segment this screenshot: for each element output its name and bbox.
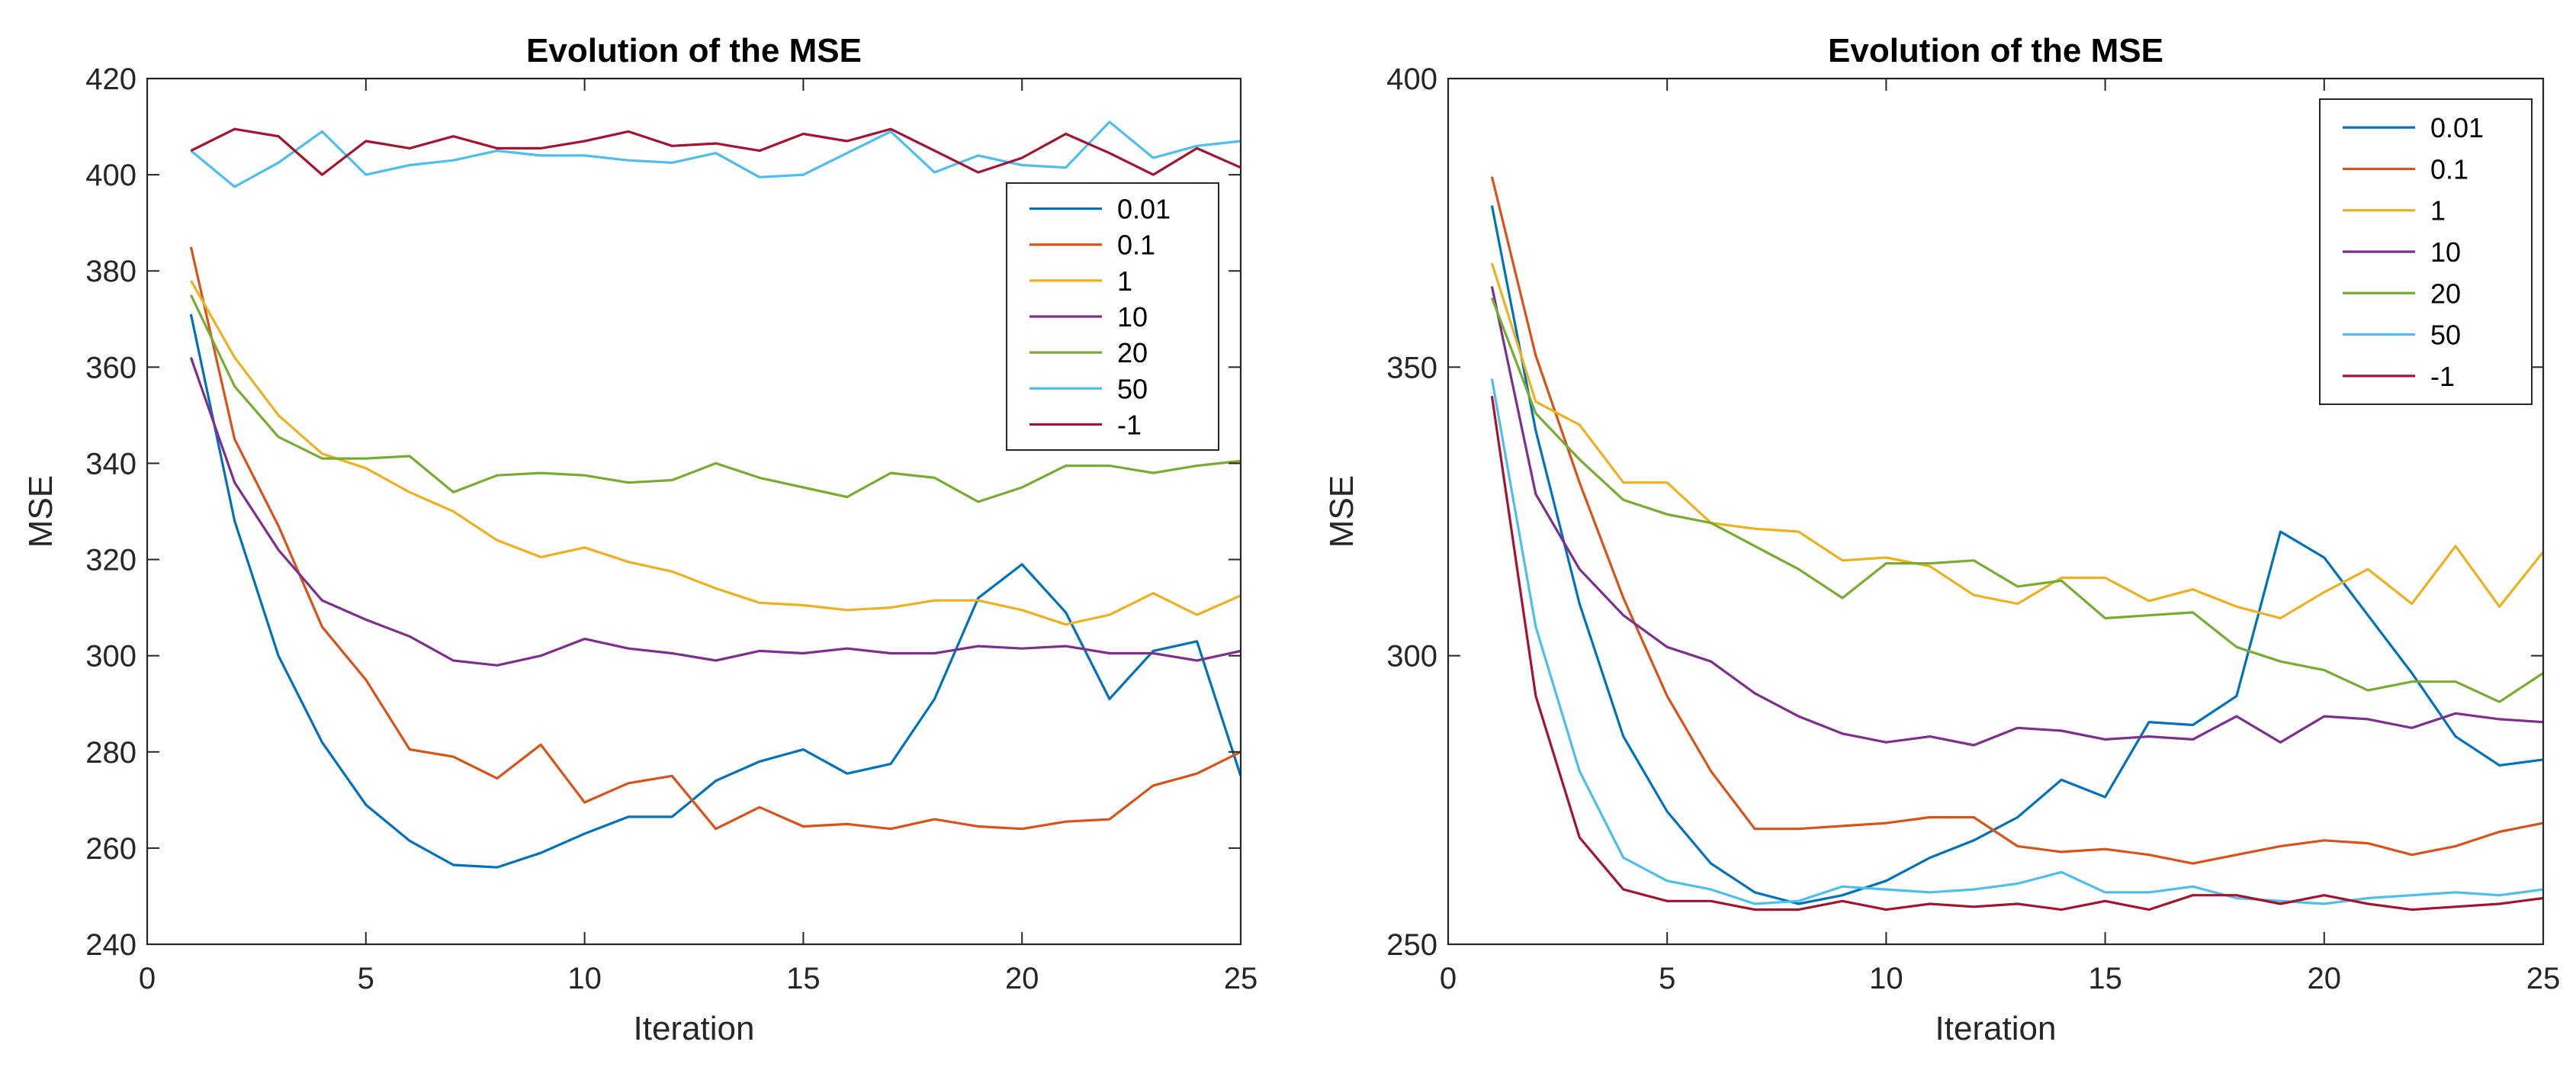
chart-left: 0 5 10 15 20 25 240 260 280 300 320 340 360 380 400 420… (22, 32, 1257, 1047)
series-line-20 (1490, 297, 2544, 703)
legend-label: 0.1 (2430, 153, 2468, 185)
y-tick-label: 400 (1386, 63, 1437, 96)
y-tick-label: 280 (85, 736, 137, 770)
x-tick-label: 10 (567, 962, 602, 995)
y-tick-label: 260 (85, 832, 137, 866)
y-tick-label: 350 (1386, 351, 1437, 384)
series-line-0.1 (1490, 176, 2544, 865)
chart-right: 0 5 10 15 20 25 250 300 350 400 Evolution of the M… (1323, 32, 2560, 1047)
y-tick-label: 400 (85, 159, 137, 192)
legend-label: 0.01 (1117, 194, 1171, 225)
x-tick-label: 0 (1440, 962, 1457, 995)
y-tick-label: 360 (85, 351, 137, 384)
series-line-10 (1490, 286, 2544, 747)
series-line-0.01 (189, 313, 1242, 869)
series-line-0.01 (1490, 205, 2544, 905)
legend-label: 10 (2430, 236, 2461, 268)
y-tick-label: 300 (85, 640, 137, 674)
x-tick-label: 15 (786, 962, 821, 995)
legend-label: 1 (2430, 195, 2446, 227)
x-axis-label: Iteration (1935, 1010, 2057, 1047)
chart-title: Evolution of the MSE (526, 32, 862, 69)
legend: 0.01 0.1 1 10 20 50 -1 (2319, 98, 2533, 405)
y-tick-label: 420 (85, 63, 137, 96)
plot-area-box (146, 77, 1242, 946)
y-axis-label: MSE (1323, 475, 1360, 548)
legend-label: 20 (1117, 337, 1148, 368)
x-tick-label: 15 (2088, 962, 2122, 995)
legend-label: 50 (2430, 320, 2461, 351)
y-tick-label: 250 (1386, 928, 1437, 962)
series-line-20 (189, 294, 1241, 503)
legend-label: 0.1 (1117, 230, 1155, 261)
x-axis-label: Iteration (634, 1010, 755, 1047)
legend-label: -1 (1117, 409, 1142, 440)
x-tick-label: 25 (1224, 962, 1258, 995)
series-line-10 (189, 357, 1241, 667)
series-line-50 (190, 121, 1241, 188)
legend-label: 0.01 (2430, 112, 2484, 143)
y-axis-label: MSE (22, 475, 59, 548)
series-line-1 (190, 280, 1241, 626)
legend-label: 1 (1117, 265, 1132, 297)
y-tick-label: 240 (85, 928, 137, 962)
y-tick-label: 380 (85, 255, 137, 288)
x-tick-label: 20 (1005, 962, 1039, 995)
x-tick-label: 20 (2308, 962, 2342, 995)
x-tick-label: 5 (1659, 962, 1675, 995)
legend-label: 10 (1117, 301, 1148, 333)
y-tick-label: 300 (1386, 640, 1437, 674)
y-tick-label: 340 (85, 447, 137, 481)
series-line--1 (190, 127, 1241, 176)
legend-label: -1 (2430, 361, 2455, 392)
x-tick-label: 5 (358, 962, 374, 995)
plot-area-box (1447, 77, 2545, 946)
series-line-50 (1490, 378, 2544, 905)
chart-title: Evolution of the MSE (1828, 32, 2163, 69)
series-line-0.1 (189, 246, 1241, 831)
legend-label: 20 (2430, 278, 2461, 309)
series-line--1 (1490, 395, 2544, 911)
y-tick-label: 320 (85, 544, 137, 577)
x-tick-label: 10 (1869, 962, 1903, 995)
x-tick-label: 25 (2526, 962, 2561, 995)
legend-label: 50 (1117, 373, 1148, 404)
series-line-1 (1490, 262, 2545, 620)
legend: 0.01 0.1 1 10 20 50 -1 (1006, 182, 1219, 451)
x-tick-label: 0 (139, 962, 156, 995)
